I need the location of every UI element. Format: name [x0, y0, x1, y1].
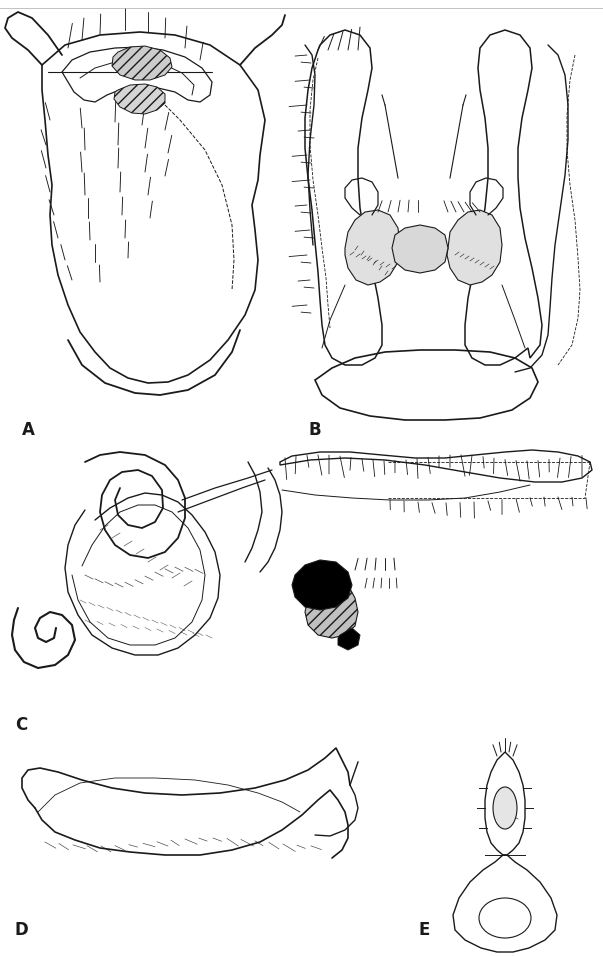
Text: C: C: [15, 716, 27, 734]
Text: B: B: [308, 421, 321, 439]
Ellipse shape: [493, 787, 517, 829]
Polygon shape: [447, 210, 502, 285]
Polygon shape: [305, 578, 358, 638]
Polygon shape: [292, 560, 352, 610]
Polygon shape: [338, 628, 360, 650]
Text: A: A: [22, 421, 35, 439]
Text: E: E: [418, 921, 429, 939]
Polygon shape: [112, 46, 172, 80]
Polygon shape: [392, 225, 448, 273]
Polygon shape: [345, 210, 400, 285]
Text: D: D: [15, 921, 29, 939]
Polygon shape: [114, 84, 165, 114]
